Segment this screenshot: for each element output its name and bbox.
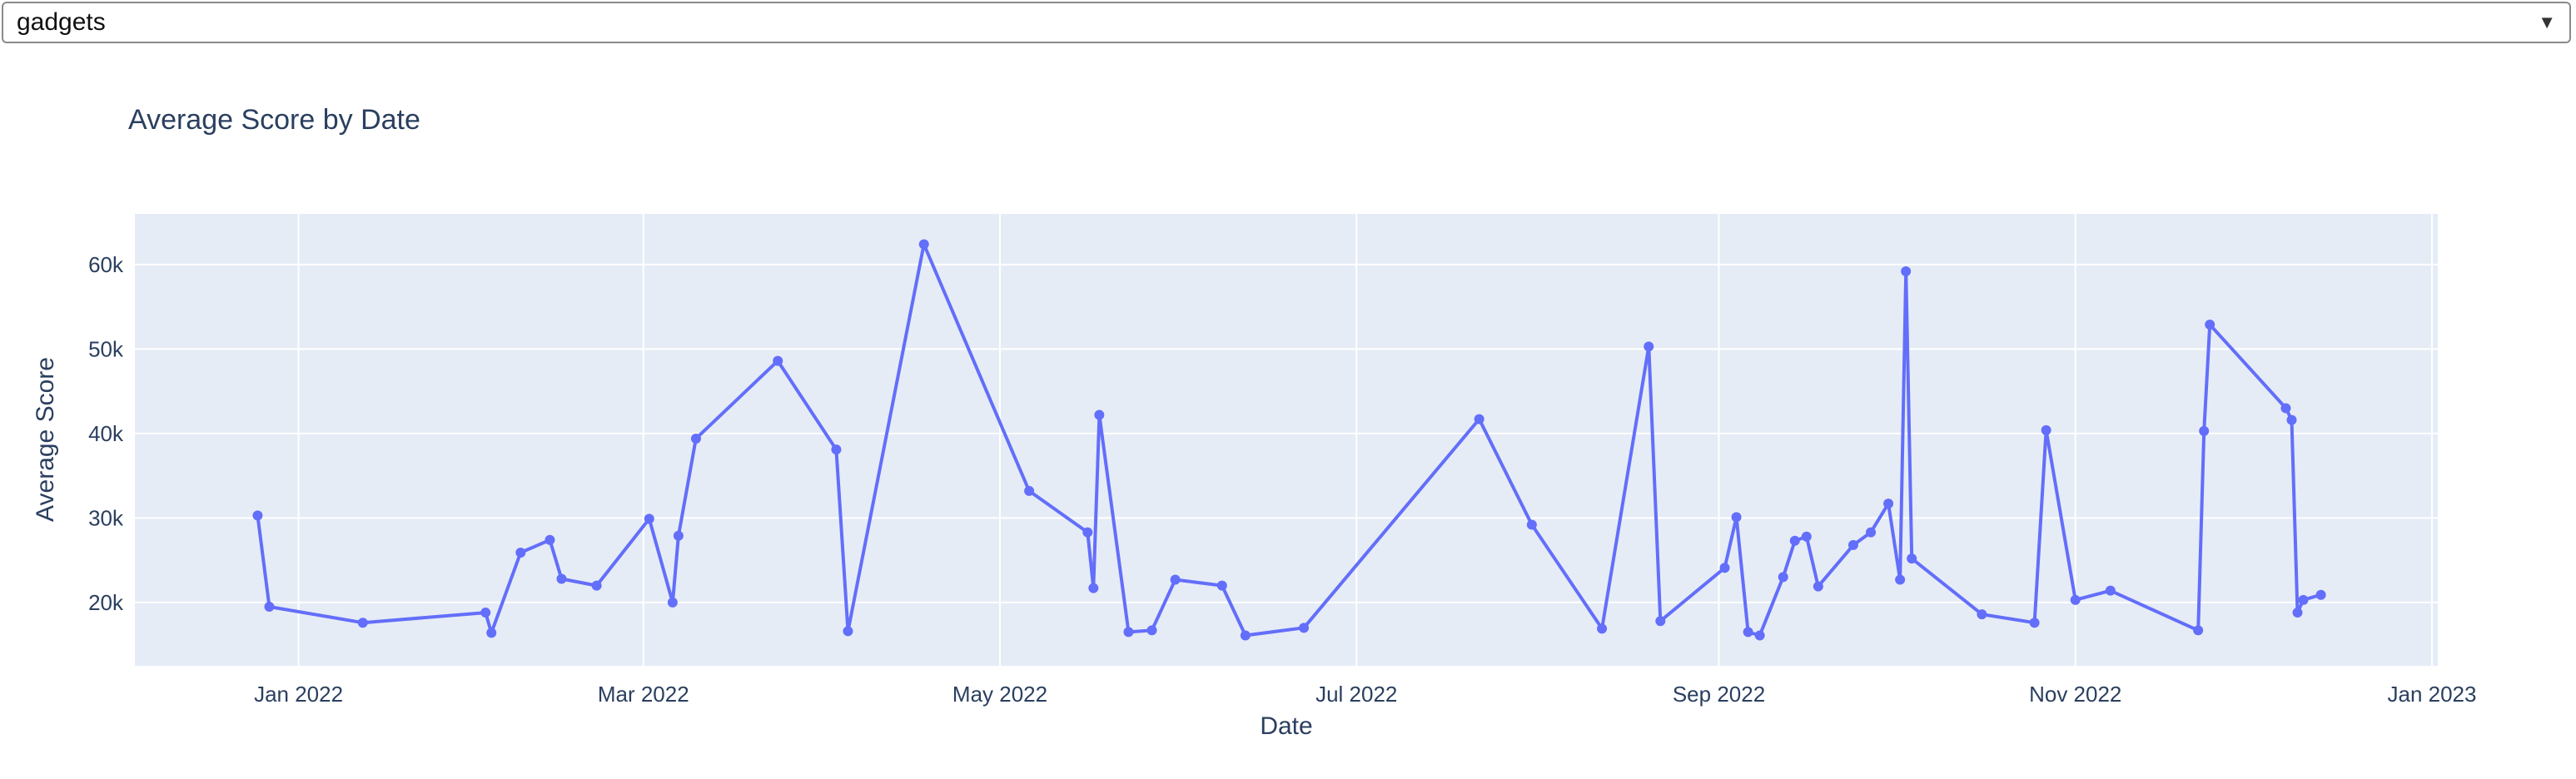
data-point[interactable] xyxy=(1801,531,1812,542)
data-point[interactable] xyxy=(1216,580,1227,591)
data-point[interactable] xyxy=(556,573,567,584)
data-point[interactable] xyxy=(1866,527,1877,538)
x-tick-label: May 2022 xyxy=(952,682,1047,707)
data-point[interactable] xyxy=(1883,499,1894,509)
y-tick-label: 60k xyxy=(88,252,124,277)
y-axis: 20k 30k 40k 50k 60k xyxy=(88,252,124,615)
data-point[interactable] xyxy=(2193,625,2204,636)
data-point[interactable] xyxy=(2041,424,2051,435)
data-point[interactable] xyxy=(1299,623,1310,633)
data-point[interactable] xyxy=(1082,527,1093,538)
data-point[interactable] xyxy=(667,597,678,608)
chevron-down-icon[interactable]: ▼ xyxy=(2538,12,2556,32)
x-axis-label: Date xyxy=(1260,712,1312,740)
data-point[interactable] xyxy=(545,534,555,545)
data-point[interactable] xyxy=(773,355,783,366)
data-point[interactable] xyxy=(1719,563,1730,573)
data-point[interactable] xyxy=(2029,618,2040,628)
y-tick-label: 20k xyxy=(88,590,124,615)
grid-lines xyxy=(135,214,2438,666)
data-point[interactable] xyxy=(1977,609,1987,620)
series-layer xyxy=(252,239,2326,641)
data-point[interactable] xyxy=(1754,630,1765,641)
data-point[interactable] xyxy=(1170,574,1181,585)
data-point[interactable] xyxy=(1123,627,1134,638)
data-point[interactable] xyxy=(1847,539,1858,550)
data-point[interactable] xyxy=(480,608,491,618)
data-point[interactable] xyxy=(2286,414,2297,425)
x-axis: Jan 2022 Mar 2022 May 2022 Jul 2022 Sep 2022… xyxy=(254,682,2476,707)
data-point[interactable] xyxy=(1907,553,1917,564)
data-point[interactable] xyxy=(1743,627,1753,638)
data-point[interactable] xyxy=(2298,594,2309,605)
data-point[interactable] xyxy=(591,580,602,591)
data-point[interactable] xyxy=(1778,572,1788,583)
data-point[interactable] xyxy=(2280,403,2291,414)
data-point[interactable] xyxy=(1240,630,1251,641)
data-point[interactable] xyxy=(1024,485,1035,496)
data-point[interactable] xyxy=(2292,608,2303,618)
x-tick-label: Jan 2023 xyxy=(2387,682,2476,707)
data-point[interactable] xyxy=(1731,512,1742,523)
data-point[interactable] xyxy=(1813,581,1823,592)
data-point[interactable] xyxy=(1088,583,1099,593)
data-point[interactable] xyxy=(357,618,368,628)
data-point[interactable] xyxy=(1789,535,1800,546)
data-point[interactable] xyxy=(1526,519,1537,530)
data-point[interactable] xyxy=(2070,594,2081,605)
chart-title: Average Score by Date xyxy=(128,104,420,136)
data-point[interactable] xyxy=(2315,589,2326,600)
data-point[interactable] xyxy=(843,626,853,637)
data-point[interactable] xyxy=(2199,425,2210,436)
data-point[interactable] xyxy=(831,444,842,455)
data-point[interactable] xyxy=(1597,623,1608,634)
data-point[interactable] xyxy=(1901,266,1912,277)
x-tick-label: Nov 2022 xyxy=(2029,682,2121,707)
y-tick-label: 40k xyxy=(88,421,124,446)
data-point[interactable] xyxy=(673,530,684,541)
data-point[interactable] xyxy=(1655,616,1666,627)
data-point[interactable] xyxy=(918,239,929,250)
data-point[interactable] xyxy=(690,433,701,444)
data-point[interactable] xyxy=(486,628,497,638)
data-point[interactable] xyxy=(1895,574,1906,585)
y-tick-label: 30k xyxy=(88,505,124,530)
data-point[interactable] xyxy=(2205,319,2215,330)
plot-area xyxy=(135,214,2438,666)
data-point[interactable] xyxy=(264,601,275,612)
data-point[interactable] xyxy=(2105,585,2116,596)
x-tick-label: Sep 2022 xyxy=(1673,682,1765,707)
category-dropdown[interactable]: gadgets ▼ xyxy=(2,2,2571,43)
x-tick-label: Mar 2022 xyxy=(598,682,689,707)
data-point[interactable] xyxy=(1146,625,1157,636)
data-point[interactable] xyxy=(515,547,526,558)
x-tick-label: Jul 2022 xyxy=(1315,682,1397,707)
y-axis-label: Average Score xyxy=(32,357,59,522)
data-point[interactable] xyxy=(252,510,263,521)
data-point[interactable] xyxy=(1094,409,1105,420)
y-tick-label: 50k xyxy=(88,336,124,361)
x-tick-label: Jan 2022 xyxy=(254,682,343,707)
data-point[interactable] xyxy=(1644,341,1654,352)
data-point[interactable] xyxy=(1474,414,1484,424)
data-point[interactable] xyxy=(644,514,654,524)
dropdown-selected-value: gadgets xyxy=(17,8,106,36)
